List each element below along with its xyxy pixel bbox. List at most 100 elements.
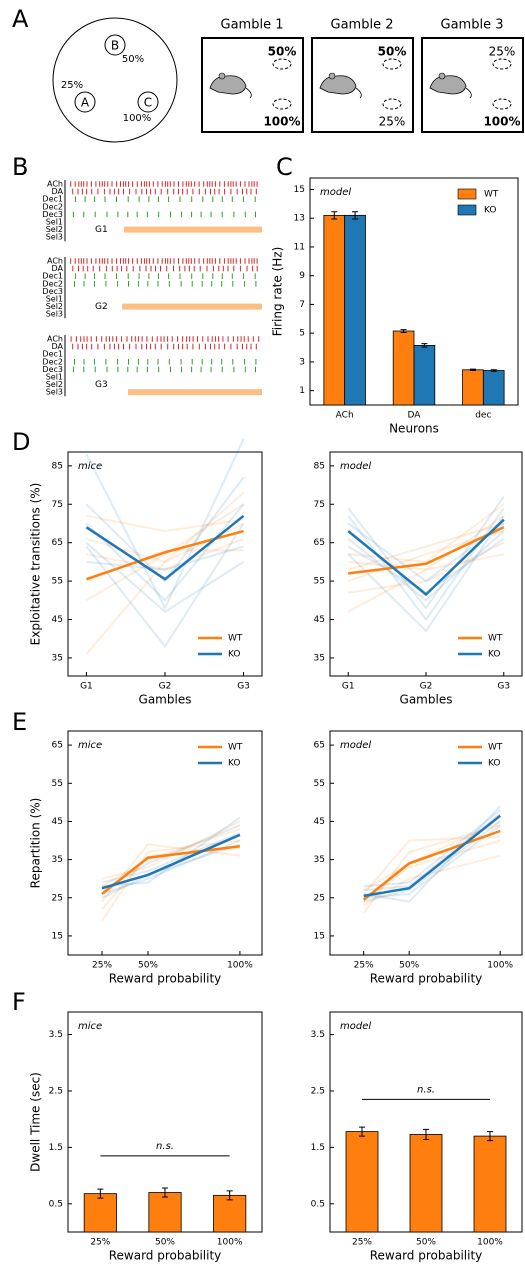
y-tick-label: 65 xyxy=(52,538,63,548)
annotation: mice xyxy=(78,461,102,472)
panel-letter: E xyxy=(12,708,27,736)
legend-label: KO xyxy=(228,650,241,660)
spike-train xyxy=(74,273,256,279)
reward-port xyxy=(492,98,512,110)
row-label: ACh xyxy=(47,257,63,266)
significance-label: n.s. xyxy=(156,1141,174,1152)
rat-ear xyxy=(218,72,226,80)
individual-line xyxy=(86,514,244,533)
panel-letter: A xyxy=(12,5,29,33)
row-label: Dec2 xyxy=(42,357,63,366)
reward-prob: 25% xyxy=(489,45,516,59)
x-tick-label: 25% xyxy=(352,1238,372,1248)
error-bar xyxy=(97,1188,104,1199)
x-tick-label: G3 xyxy=(237,682,250,692)
row-label: Dec3 xyxy=(42,210,63,219)
spike-train xyxy=(72,188,257,195)
individual-line xyxy=(101,828,241,888)
spike-train xyxy=(70,258,258,264)
error-bar xyxy=(352,211,359,220)
error-bar xyxy=(487,1131,493,1142)
mean-line xyxy=(363,814,501,898)
y-tick-label: 3.5 xyxy=(49,1030,63,1040)
row-label: Dec1 xyxy=(42,195,63,204)
y-tick-label: 45 xyxy=(314,817,325,827)
x-tick-label: 100% xyxy=(227,961,253,971)
row-label: DA xyxy=(52,187,64,196)
x-tick-label: G2 xyxy=(420,682,433,692)
bar xyxy=(409,1134,443,1233)
individual-line xyxy=(347,522,505,571)
panel-letter: F xyxy=(12,988,26,1016)
y-axis-label: Dwell Time (sec) xyxy=(29,1072,43,1172)
error-bar xyxy=(469,368,476,372)
x-tick-label: 50% xyxy=(155,1238,175,1248)
gamble-title: Gamble 1 xyxy=(221,18,284,33)
y-tick-label: 2.5 xyxy=(311,1086,325,1096)
individual-line xyxy=(363,839,501,903)
significance-label: n.s. xyxy=(417,1084,435,1095)
annotation: model xyxy=(340,1021,371,1032)
maze-node xyxy=(74,91,96,113)
individual-line xyxy=(362,835,501,895)
y-tick-label: 55 xyxy=(52,577,63,587)
individual-line xyxy=(85,541,245,614)
rat-tail xyxy=(245,87,252,99)
y-tick-label: 7 xyxy=(299,300,305,310)
y-tick-label: 11 xyxy=(294,242,305,252)
individual-line xyxy=(347,515,505,633)
x-axis-label: Reward probability xyxy=(370,1249,483,1263)
row-label: Sel1 xyxy=(46,373,63,382)
individual-line xyxy=(363,805,501,903)
mean-line xyxy=(348,526,505,575)
individual-line xyxy=(347,522,505,583)
y-tick-label: 35 xyxy=(314,855,325,865)
bar xyxy=(392,330,415,406)
row-label: Dec1 xyxy=(42,350,63,359)
node-prob: 50% xyxy=(122,54,144,65)
y-tick-label: 65 xyxy=(52,741,63,751)
row-label: DA xyxy=(52,264,64,273)
y-tick-label: 15 xyxy=(294,185,305,195)
spike-train xyxy=(72,366,256,373)
error-bar xyxy=(331,211,338,220)
individual-line xyxy=(85,503,245,602)
legend-label: WT xyxy=(484,190,499,200)
y-tick-label: 1.5 xyxy=(311,1143,325,1153)
row-label: Sel3 xyxy=(46,233,63,242)
x-axis-label: Reward probability xyxy=(109,972,222,986)
panel-letter: B xyxy=(12,153,28,181)
legend-label: KO xyxy=(484,206,497,216)
bar xyxy=(148,1192,182,1233)
maze-node xyxy=(104,34,126,56)
error-bar xyxy=(400,329,407,333)
x-tick-label: G1 xyxy=(80,682,93,692)
bar xyxy=(323,214,346,406)
block-label: G1 xyxy=(95,225,108,235)
annotation: model xyxy=(340,461,371,472)
individual-line xyxy=(363,854,501,907)
x-tick-label: G1 xyxy=(342,682,355,692)
legend-label: WT xyxy=(488,743,503,753)
row-label: Dec2 xyxy=(42,202,63,211)
y-tick-label: 9 xyxy=(299,271,305,281)
x-axis-label: Reward probability xyxy=(109,1249,222,1263)
reward-port xyxy=(382,98,402,110)
row-label: Sel2 xyxy=(46,380,63,389)
plot-frame xyxy=(329,730,523,956)
y-tick-label: 65 xyxy=(314,538,325,548)
x-tick-label: 25% xyxy=(92,961,112,971)
individual-line xyxy=(363,824,501,899)
x-tick-label: ACh xyxy=(336,411,354,421)
reward-port xyxy=(382,58,402,70)
rat-icon xyxy=(319,75,357,95)
individual-line xyxy=(101,839,241,922)
gamble-title: Gamble 2 xyxy=(331,18,394,33)
y-tick-label: 15 xyxy=(52,931,63,941)
legend-label: KO xyxy=(488,759,501,769)
y-tick-label: 55 xyxy=(52,779,63,789)
error-bar xyxy=(226,1190,233,1201)
individual-line xyxy=(85,522,245,649)
y-tick-label: 15 xyxy=(314,931,325,941)
legend-label: WT xyxy=(228,743,243,753)
